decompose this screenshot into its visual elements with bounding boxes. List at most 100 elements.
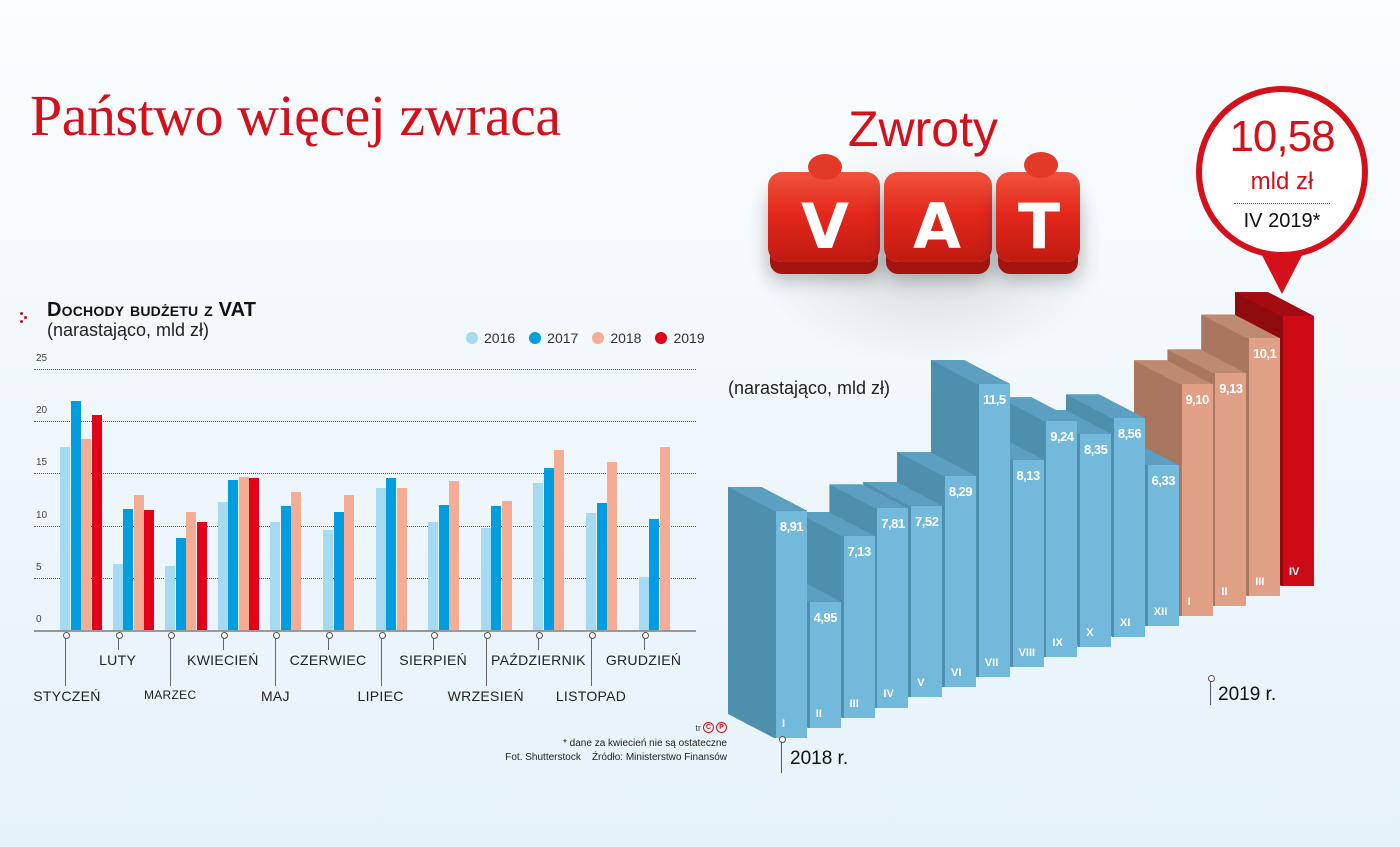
bar-2018 [396,488,407,630]
month-label: GRUDZIEŃ [605,652,682,668]
publisher-icon: P [716,722,727,733]
year-label-2019: 2019 r. [1218,684,1277,705]
bar-2018 [449,480,460,630]
column-v-2018: 7,52 V [909,505,943,698]
y-tick-label: 5 [36,561,42,573]
bar-2019 [144,509,155,630]
column-value-label: 8,56 [1117,426,1142,442]
month-label: KWIECIEŃ [186,652,259,668]
column-value-label: 11,5 [983,391,1006,407]
credit-initials: tr [695,722,702,733]
month-marker [641,632,649,650]
bar-2017 [543,468,554,630]
left-chart-x-axis: STYCZEŃ LUTY MARZEC KWIECIEŃ MAJ CZERWIEC LIPI… [33,632,696,712]
gridline [34,369,696,370]
highlight-unit: mld zł [1250,168,1314,195]
column-xi-2018: 8,56 XI [1112,418,1145,637]
bar-2018 [344,495,354,630]
column-vi-2018: 8,29 VI [943,475,976,688]
month-label: LUTY [99,652,137,668]
puzzle-piece-a [884,172,992,262]
column-value-label: 9,10 [1185,392,1209,408]
bar-2018 [81,438,91,630]
column-i-2019: 9,10 I [1179,384,1213,617]
left-chart-title: Dochody budżetu z VAT [47,299,257,321]
column-month-label: VI [951,667,962,680]
column-month-label: I [1187,596,1191,609]
y-tick-label: 25 [36,353,48,364]
bar-2017 [228,479,239,630]
column-value-label: 9,13 [1219,381,1243,397]
column-iii-2019: 10,1 III [1247,338,1281,597]
bar-2016 [217,501,228,630]
month-marker [220,632,228,650]
gridline [34,421,696,423]
month-label: STYCZEŃ [33,688,101,704]
legend-label: 2017 [547,330,579,346]
bar-2016 [480,527,491,630]
bar-2017 [386,477,397,630]
column-month-label: VIII [1018,647,1036,660]
column-month-label: IX [1052,636,1063,649]
month-marker [378,632,386,686]
year-marker-2018 [779,736,786,773]
column-month-label: II [815,707,822,720]
month-marker [589,632,596,686]
month-label: WRZESIEŃ [447,688,524,704]
bar-2018 [607,461,617,630]
puzzle-letter-v: V [801,190,849,263]
bar-2016 [375,488,386,630]
highlight-value: 10,58 [1229,112,1335,161]
column-x-2018: 8,35 X [1078,433,1112,647]
pin-circle [1196,86,1368,258]
column-month-label: IV [1289,565,1300,578]
column-value-label: 9,24 [1050,429,1074,445]
column-month-label: I [782,717,786,730]
puzzle-letter-a: A [913,190,961,263]
column-month-label: IV [883,687,894,700]
bar-2018 [554,450,565,630]
copyright-icon: C [703,722,714,733]
bar-2017 [596,502,607,630]
column-month-label: III [1255,576,1265,589]
bar-2016 [270,522,281,630]
bar-2019 [91,414,102,630]
month-label: MARZEC [143,688,197,702]
column-month-label: X [1086,626,1094,639]
column-value-label: 6,33 [1151,473,1176,489]
month-label: LIPIEC [357,688,404,704]
column-iv-2018: 7,81 IV [875,508,909,708]
legend-dot-icon [529,332,542,344]
left-chart-subtitle: (narastająco, mld zł) [47,320,210,340]
bar-2017 [649,519,660,630]
month-label: PAŹDZIERNIK [490,652,586,668]
right-chart-subtitle: (narastająco, mld zł) [728,378,891,398]
column-value-label: 8,91 [779,518,804,534]
column-iv-2019: IV [1281,316,1314,586]
puzzle-knob [1024,152,1058,178]
month-label: MAJ [260,688,290,704]
bar-2017 [438,504,449,630]
bar-2016 [428,522,439,630]
column-value-label: 10,1 [1253,346,1277,362]
month-label: SIERPIEŃ [399,652,468,668]
month-marker [483,632,491,686]
bar-2018 [659,447,670,630]
year-marker-2019 [1208,675,1215,705]
month-marker [115,632,123,650]
legend-dot-icon [466,332,478,344]
y-tick-label: 0 [36,614,42,625]
pin-divider [1234,203,1330,204]
column-month-label: V [917,677,925,690]
column-month-label: III [849,697,859,710]
column-ix-2018: 9,24 IX [1044,421,1078,657]
highlight-period: IV 2019* [1243,210,1321,232]
month-marker [326,632,333,650]
legend-item-2016: 2016 [466,330,515,346]
x-axis-line [34,630,696,632]
month-marker [431,632,439,650]
month-marker [273,632,281,686]
month-marker [168,632,176,686]
legend-item-2017: 2017 [529,330,578,346]
column-month-label: XI [1120,616,1131,629]
